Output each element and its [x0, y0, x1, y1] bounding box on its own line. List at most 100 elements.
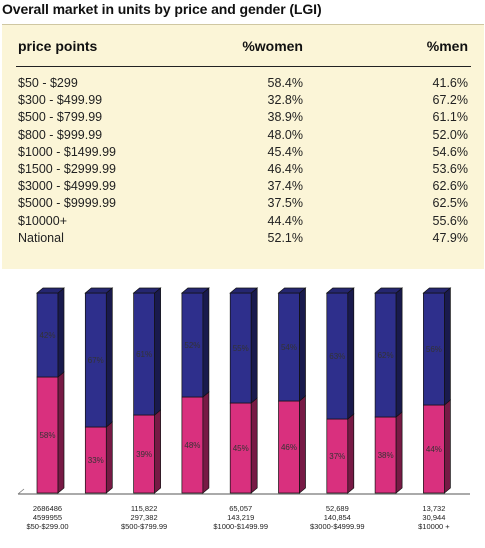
bar-segment-side	[154, 409, 161, 494]
category-label: 30,944	[422, 513, 445, 522]
men-percent-cell: 54.6%	[432, 144, 468, 159]
table-row: $800 - $999.99 48.0% 52.0%	[2, 128, 484, 145]
bar-top-cap	[229, 287, 259, 294]
category-label: 52,689	[326, 504, 349, 513]
table-row: $50 - $299 58.4% 41.6%	[2, 76, 484, 93]
women-percent-cell: 48.0%	[267, 127, 303, 142]
price-point-cell: $5000 - $9999.99	[18, 196, 117, 211]
category-label: 140,854	[324, 513, 351, 522]
bar-top-cap	[84, 287, 114, 294]
bar-top-cap	[36, 287, 65, 294]
men-percent-cell: 41.6%	[432, 76, 468, 90]
category-label: 143,219	[227, 513, 254, 522]
data-label: 42%	[39, 331, 55, 340]
data-label: 45%	[233, 444, 249, 453]
women-percent-cell: 46.4%	[267, 162, 303, 176]
bar-segment-side	[299, 395, 306, 494]
chart-floor-edge	[17, 488, 25, 495]
bar-segment-side	[202, 287, 210, 398]
women-percent-cell: 37.4%	[267, 179, 303, 194]
bar-top-cap	[132, 287, 162, 294]
men-percent-cell: 53.6%	[432, 162, 468, 176]
bar-segment-side	[202, 391, 210, 494]
women-percent-cell: 32.8%	[267, 93, 303, 108]
bar-segment-side	[395, 411, 403, 494]
category-label: $10000 +	[418, 522, 450, 531]
men-percent-cell: 55.6%	[432, 213, 468, 228]
category-label: $500-$799.99	[121, 522, 167, 531]
table-row: $10000+ 44.4% 55.6%	[2, 214, 484, 231]
bar-top-cap	[422, 287, 452, 294]
category-label: $1000-$1499.99	[213, 522, 268, 531]
women-percent-cell: 52.1%	[267, 230, 303, 245]
data-label: 33%	[88, 456, 104, 465]
data-label: 48%	[184, 441, 200, 450]
men-percent-cell: 61.1%	[432, 110, 468, 125]
women-percent-cell: 45.4%	[267, 144, 303, 159]
category-label: 13,732	[422, 504, 445, 513]
price-point-cell: $50 - $299	[18, 76, 78, 90]
data-label: 38%	[378, 451, 394, 460]
price-point-cell: $3000 - $4999.99	[18, 179, 117, 194]
data-label: 44%	[426, 445, 442, 454]
bar-segment-side	[154, 287, 161, 416]
chart-title: Overall market in units by price and gen…	[2, 1, 322, 17]
category-label: 2686486	[33, 504, 62, 513]
category-label: 297,382	[131, 513, 158, 522]
category-label: $3000-$4999.99	[310, 522, 365, 531]
data-label: 67%	[88, 356, 104, 365]
bar-segment-side	[444, 399, 451, 494]
column-header-price-points: price points	[18, 38, 98, 54]
women-percent-cell: 38.9%	[267, 110, 303, 125]
bar-top-cap	[277, 287, 307, 294]
header-divider	[16, 66, 471, 67]
bar-segment-side	[105, 421, 113, 494]
data-label: 46%	[281, 443, 297, 452]
bar-segment-side	[250, 287, 258, 404]
bar-top-cap	[180, 287, 210, 294]
women-percent-cell: 37.5%	[267, 196, 303, 211]
price-point-cell: $1500 - $2999.99	[18, 162, 117, 176]
category-label: $50-$299.00	[26, 522, 68, 531]
data-label: 62%	[378, 351, 394, 360]
category-label: 65,057	[229, 504, 252, 513]
data-label: 54%	[281, 343, 297, 352]
men-percent-cell: 52.0%	[432, 127, 468, 142]
bar-segment-side	[57, 371, 65, 494]
men-percent-cell: 62.5%	[432, 196, 468, 211]
bar-segment-side	[347, 413, 355, 494]
table-row: National 52.1% 47.9%	[2, 231, 484, 248]
price-point-cell: $1000 - $1499.99	[18, 144, 117, 159]
price-gender-table: price points %women %men $50 - $299 58.4%…	[2, 24, 484, 269]
data-label: 58%	[39, 431, 55, 440]
men-percent-cell: 47.9%	[432, 230, 468, 245]
table-row: $500 - $799.99 38.9% 61.1%	[2, 110, 484, 127]
bar-segment-side	[250, 397, 258, 494]
price-point-cell: $10000+	[18, 213, 68, 228]
column-header-men: %men	[426, 38, 468, 54]
price-point-cell: $500 - $799.99	[18, 110, 103, 125]
data-label: 63%	[329, 352, 345, 361]
bar-segment-side	[105, 287, 113, 428]
men-percent-cell: 67.2%	[432, 93, 468, 108]
bar-segment-side	[395, 287, 403, 418]
table-row: $1000 - $1499.99 45.4% 54.6%	[2, 145, 484, 162]
data-label: 55%	[233, 344, 249, 353]
bar-top-cap	[374, 287, 404, 294]
data-label: 39%	[136, 450, 152, 459]
women-percent-cell: 44.4%	[267, 213, 303, 228]
bar-top-cap	[325, 287, 355, 294]
bar-segment-side	[57, 287, 65, 378]
table-row: $1500 - $2999.99 46.4% 53.6%	[2, 162, 484, 179]
men-percent-cell: 62.6%	[432, 179, 468, 194]
table-row: $3000 - $4999.99 37.4% 62.6%	[2, 179, 484, 196]
data-label: 56%	[426, 345, 442, 354]
column-header-women: %women	[242, 38, 303, 54]
bar-segment-side	[444, 287, 451, 406]
category-label: 4599955	[33, 513, 62, 522]
data-label: 37%	[329, 452, 345, 461]
bar-segment-side	[299, 287, 306, 402]
data-label: 52%	[184, 341, 200, 350]
bar-segment-side	[347, 287, 355, 420]
